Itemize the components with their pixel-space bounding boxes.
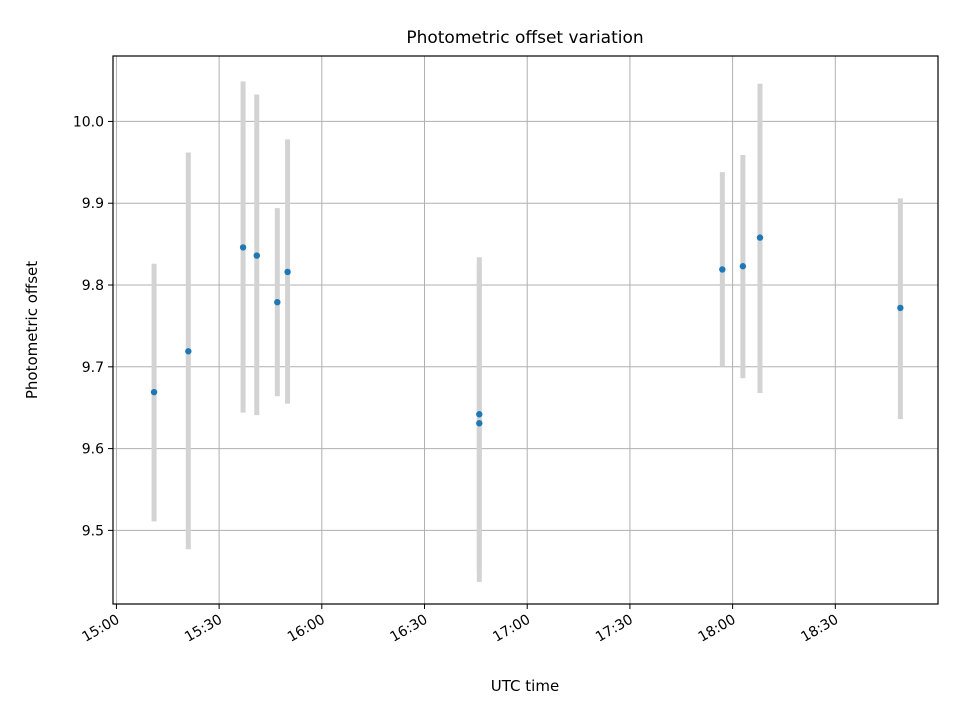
data-point [150, 388, 158, 396]
x-axis-label: UTC time [491, 677, 559, 695]
chart-title: Photometric offset variation [406, 28, 643, 48]
data-point [185, 348, 192, 355]
data-point [897, 304, 904, 312]
data-point [239, 244, 247, 251]
x-tick-label: 18:30 [798, 612, 841, 646]
data-point [739, 263, 747, 270]
y-axis-label: Photometric offset [23, 261, 41, 399]
data-point [476, 411, 483, 418]
x-tick-label: 17:00 [490, 612, 533, 646]
x-tick-label: 15:30 [182, 612, 225, 646]
data-point [719, 266, 726, 273]
x-tick-label: 16:30 [388, 612, 431, 646]
grid-lines [113, 56, 938, 604]
data-points [150, 234, 904, 427]
x-tick-label: 16:00 [285, 612, 328, 646]
plot-frame [112, 55, 939, 605]
x-axis-ticks: 15:00 15:30 16:00 16:30 17:00 17:30 18:00 18:30 [79, 604, 841, 646]
y-tick-label: 9.8 [82, 278, 104, 294]
x-tick-label: 15:00 [79, 612, 122, 646]
x-tick-label: 18:00 [696, 612, 739, 646]
y-tick-label: 9.7 [82, 360, 104, 376]
y-axis-ticks: 9.5 9.6 9.7 9.8 9.9 10.0 [73, 114, 113, 539]
x-tick-label: 17:30 [593, 612, 636, 646]
data-point [274, 298, 281, 306]
data-point [476, 420, 483, 427]
y-tick-label: 9.5 [82, 523, 104, 539]
data-point [284, 268, 291, 276]
y-tick-label: 9.9 [82, 196, 104, 212]
data-point [756, 234, 764, 241]
data-point [253, 252, 260, 259]
y-tick-label: 9.6 [82, 442, 104, 458]
y-tick-label: 10.0 [73, 114, 104, 130]
